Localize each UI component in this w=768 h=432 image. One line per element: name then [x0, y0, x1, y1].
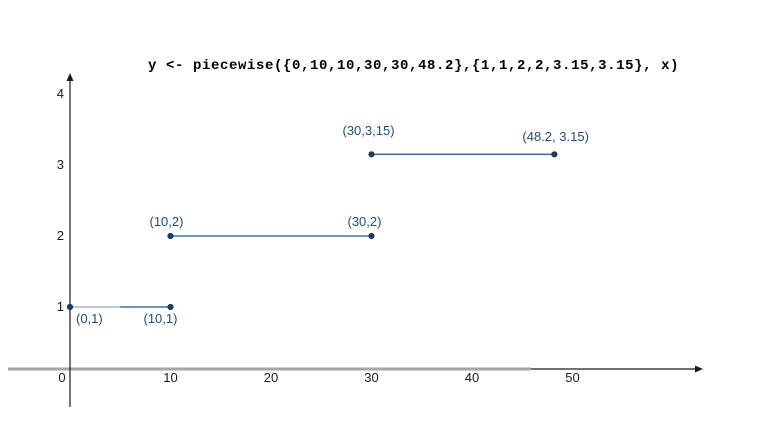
- point-label: (10,2): [149, 214, 184, 229]
- x-tick-label-30: 30: [364, 370, 379, 385]
- data-point: [368, 232, 375, 240]
- point-label: (48.2, 3.15): [522, 129, 589, 145]
- y-tick-label-3: 3: [56, 157, 64, 172]
- data-point: [368, 151, 375, 158]
- data-point: [66, 303, 74, 311]
- y-tick-label-1: 1: [56, 299, 64, 314]
- data-point: [167, 303, 174, 311]
- y-tick-label-2: 2: [56, 228, 64, 243]
- data-point: [551, 151, 558, 158]
- point-label: (30,2): [347, 214, 382, 229]
- origin-tick-label: 0: [58, 370, 66, 385]
- y-axis-arrowhead: [66, 73, 74, 81]
- x-tick-label-50: 50: [565, 370, 580, 385]
- x-tick-label-10: 10: [163, 370, 178, 385]
- x-tick-label-40: 40: [464, 370, 480, 385]
- x-axis-arrowhead: [695, 365, 703, 373]
- y-tick-label-4: 4: [56, 86, 64, 101]
- data-point: [167, 232, 174, 240]
- point-label: (30,3,15): [342, 123, 395, 139]
- plot-title: y <- piecewise({0,10,10,30,30,48.2},{1,1…: [148, 58, 680, 74]
- point-label: (0,1): [76, 311, 103, 326]
- point-label: (10,1): [143, 311, 178, 326]
- x-tick-label-20: 20: [263, 370, 279, 385]
